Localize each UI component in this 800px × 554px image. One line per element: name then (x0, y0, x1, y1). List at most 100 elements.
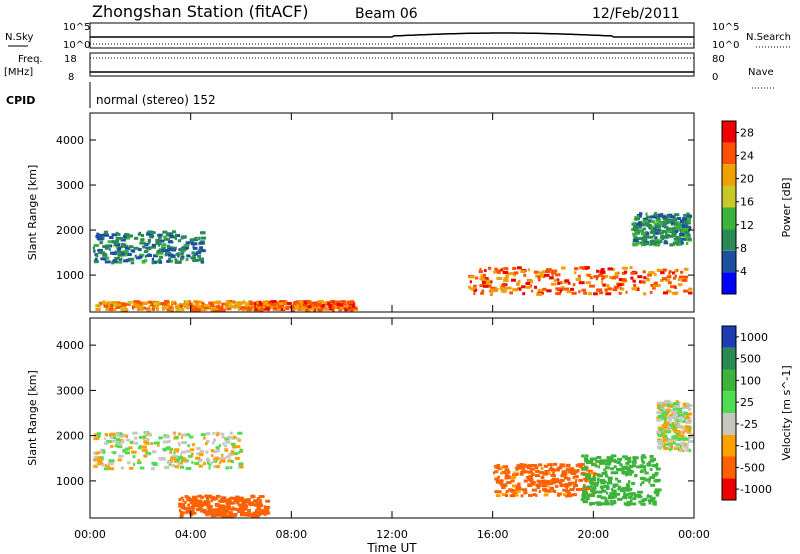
data-cell (279, 300, 286, 304)
data-cell (185, 467, 192, 470)
data-cell (669, 243, 673, 247)
data-cell (506, 470, 511, 474)
data-cell (200, 499, 203, 503)
data-cell (285, 305, 291, 309)
data-cell (640, 232, 646, 236)
data-cell (206, 503, 210, 506)
data-cell (238, 507, 244, 511)
data-cell (617, 457, 623, 461)
data-cell (258, 499, 262, 503)
data-cell (245, 513, 251, 517)
data-cell (151, 257, 155, 261)
data-cell (678, 401, 681, 405)
data-cell (529, 474, 533, 478)
data-cell (256, 497, 261, 501)
data-cell (642, 227, 646, 231)
data-cell (190, 242, 197, 246)
colorbar-segment (722, 229, 736, 251)
data-cell (501, 493, 507, 496)
data-cell (158, 260, 163, 264)
data-cell (601, 485, 606, 489)
data-cell (507, 286, 512, 290)
data-cell (601, 280, 604, 284)
data-cell (256, 304, 260, 308)
data-cell (586, 485, 593, 489)
data-cell (114, 256, 120, 260)
data-cell (545, 489, 550, 493)
data-cell (653, 281, 658, 285)
data-cell (235, 437, 240, 441)
data-band-3 (580, 454, 662, 507)
data-cell (669, 448, 672, 452)
data-cell (315, 303, 319, 307)
colorbar-label: Power [dB] (780, 178, 793, 238)
data-cell (158, 236, 162, 240)
data-cell (192, 502, 198, 506)
data-cell (253, 499, 256, 503)
data-cell (612, 483, 619, 487)
data-cell (516, 266, 522, 270)
data-cell (558, 481, 563, 485)
data-cell (675, 400, 679, 404)
data-cell (185, 304, 189, 308)
data-cell (543, 464, 548, 468)
data-cell (108, 247, 111, 251)
data-cell (176, 234, 181, 238)
data-band-4 (656, 399, 694, 453)
data-cell (675, 228, 678, 232)
data-cell (117, 253, 124, 257)
data-cell (684, 442, 688, 446)
data-cell (673, 291, 679, 295)
data-cell (566, 486, 569, 490)
data-cell (124, 245, 129, 248)
data-cell (648, 219, 652, 223)
data-cell (527, 478, 533, 482)
x-tick-label: 00:00 (678, 528, 710, 541)
data-cell (547, 463, 553, 467)
data-cell (535, 493, 538, 497)
data-cell (559, 479, 565, 482)
data-cell (605, 292, 612, 296)
data-cell (657, 221, 663, 225)
data-cell (636, 214, 642, 217)
data-cell (680, 420, 686, 423)
data-cell (590, 482, 597, 485)
data-cell (641, 229, 644, 233)
data-cell (660, 229, 663, 233)
data-cell (239, 509, 245, 513)
data-cell (120, 303, 127, 307)
data-cell (503, 277, 509, 281)
data-cell (494, 470, 499, 474)
data-cell (682, 217, 687, 221)
data-cell (633, 283, 637, 287)
data-cells (93, 399, 694, 518)
data-cell (603, 468, 606, 472)
data-cell (555, 484, 559, 488)
data-cell (110, 444, 114, 448)
data-cell (663, 241, 669, 245)
data-cell (518, 279, 521, 283)
data-cell (587, 469, 593, 473)
data-cell (199, 505, 202, 509)
data-cell (623, 270, 628, 274)
data-cell (612, 288, 618, 292)
data-cell (523, 273, 527, 277)
data-cell (187, 302, 193, 306)
data-cell (484, 281, 490, 285)
data-cell (663, 437, 669, 440)
data-cell (191, 254, 196, 258)
data-cell (228, 302, 233, 306)
data-cell (161, 302, 168, 306)
data-cell (565, 468, 572, 472)
data-cell (215, 513, 221, 517)
data-cell (163, 235, 167, 239)
data-cell (596, 456, 602, 459)
data-cell (622, 486, 627, 490)
data-cell (200, 249, 206, 253)
data-cell (672, 241, 677, 245)
data-cell (550, 473, 555, 477)
colorbar-segment (722, 391, 736, 414)
data-cell (661, 440, 665, 444)
data-cell (666, 408, 671, 412)
data-cell (614, 272, 619, 276)
